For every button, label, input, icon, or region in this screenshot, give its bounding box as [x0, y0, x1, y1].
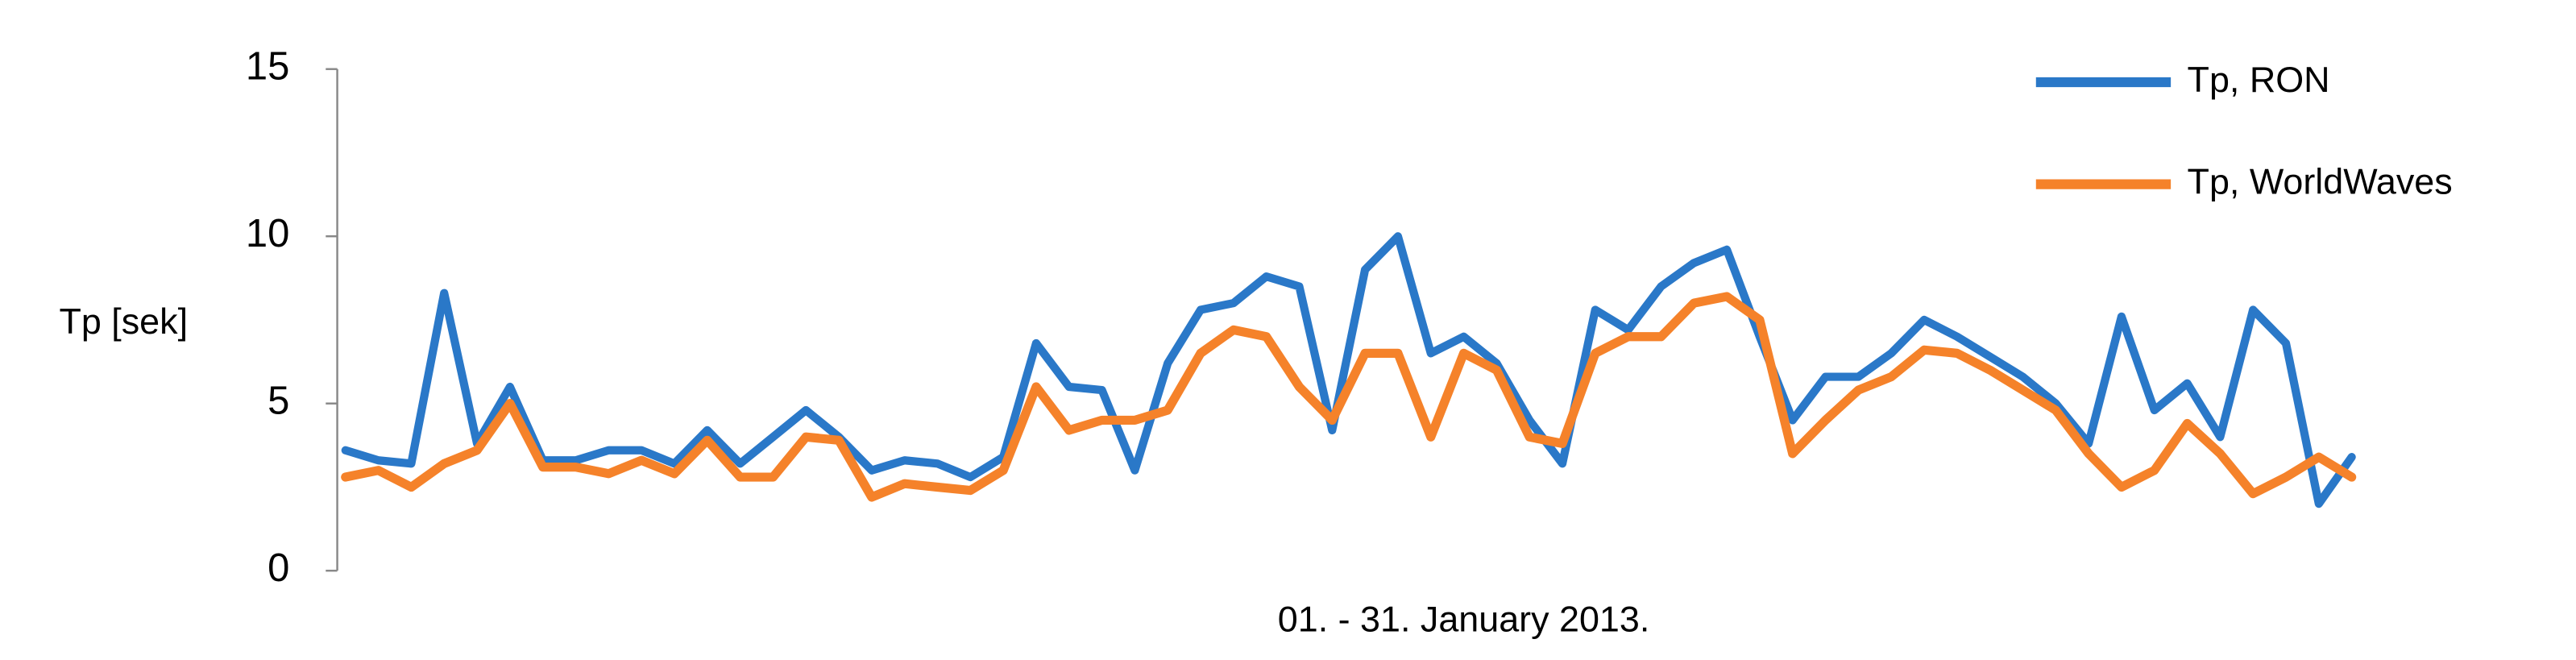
line-series: [341, 232, 2356, 508]
legend-label: Tp, RON: [2188, 59, 2330, 100]
y-tick-label: 5: [268, 380, 289, 423]
y-tick-label: 15: [246, 45, 289, 89]
y-tick-label: 0: [268, 546, 289, 590]
y-tick-label: 10: [246, 212, 289, 255]
y-axis-label: Tp [sek]: [59, 301, 188, 342]
line-series: [341, 292, 2357, 502]
x-axis-label: 01. - 31. January 2013.: [1278, 598, 1650, 639]
legend-label: Tp, WorldWaves: [2188, 160, 2453, 201]
